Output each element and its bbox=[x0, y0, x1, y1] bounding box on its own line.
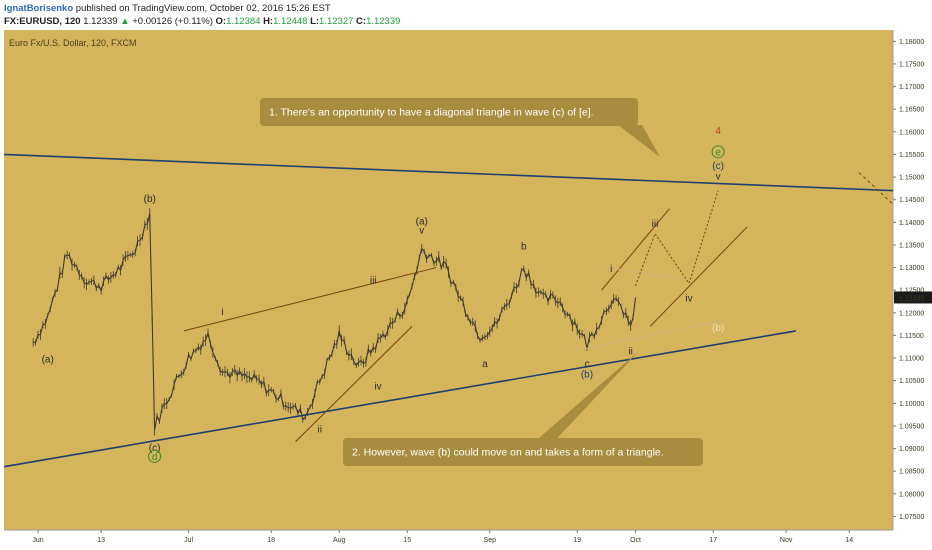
y-tick-label: 1.16000 bbox=[899, 129, 924, 136]
high-value: 1.12448 bbox=[273, 16, 308, 27]
channel-lower-2 bbox=[649, 226, 748, 327]
callout-2-text: 2. However, wave (b) could move on and t… bbox=[352, 447, 664, 459]
wave-label: v bbox=[716, 171, 721, 182]
x-tick-label: Oct bbox=[630, 537, 641, 544]
x-tick-label: 19 bbox=[573, 537, 581, 544]
channel-lower-1 bbox=[295, 326, 413, 443]
published-text: published on TradingView.com, October 02… bbox=[75, 3, 331, 14]
y-tick-label: 1.13000 bbox=[899, 265, 924, 272]
price-line bbox=[33, 213, 637, 431]
projected-wave-path bbox=[635, 190, 719, 286]
wave-label: c bbox=[584, 359, 589, 370]
symbol-label: FX:EURUSD, 120 bbox=[4, 16, 81, 27]
wave-label: 4 bbox=[715, 126, 721, 137]
y-tick-label: 1.15000 bbox=[899, 175, 924, 182]
close-value: 1.12339 bbox=[366, 16, 401, 27]
wave-label: ii bbox=[318, 425, 322, 436]
wave-label: (b) bbox=[581, 370, 593, 381]
header-line-2: FX:EURUSD, 120 1.12339 ▲ +0.00126 (+0.11… bbox=[4, 16, 400, 27]
y-tick-label: 1.09500 bbox=[899, 423, 924, 430]
wave-label: i bbox=[610, 264, 612, 275]
wave-label: ii bbox=[628, 346, 632, 357]
wave-label: (c) bbox=[149, 443, 161, 454]
projection-dashed-right bbox=[858, 172, 894, 205]
x-tick-label: Jun bbox=[32, 537, 43, 544]
wave-label: e bbox=[715, 147, 721, 158]
high-label: H: bbox=[263, 16, 274, 27]
triangle-guide-lower bbox=[572, 319, 728, 352]
x-tick-label: Aug bbox=[333, 537, 346, 544]
x-tick-label: 14 bbox=[845, 537, 853, 544]
wave-label-circle bbox=[148, 449, 162, 463]
x-tick-label: 15 bbox=[403, 537, 411, 544]
y-tick-label: 1.10500 bbox=[899, 378, 924, 385]
wave-label: iv bbox=[374, 382, 381, 393]
wave-label: a bbox=[482, 359, 488, 370]
wave-label: iii bbox=[370, 275, 377, 286]
y-tick-label: 1.10000 bbox=[899, 401, 924, 408]
callout-1-pointer bbox=[618, 125, 660, 157]
y-tick-label: 1.07500 bbox=[899, 514, 924, 521]
x-tick-label: Jul bbox=[184, 537, 193, 544]
candles bbox=[32, 208, 637, 436]
y-tick-label: 1.17500 bbox=[899, 61, 924, 68]
channel-upper-1 bbox=[183, 267, 437, 332]
x-tick-label: 17 bbox=[709, 537, 717, 544]
time-scale-background bbox=[4, 530, 932, 550]
y-tick-label: 1.09000 bbox=[899, 446, 924, 453]
y-tick-label: 1.14000 bbox=[899, 220, 924, 227]
low-label: L: bbox=[310, 16, 320, 27]
change-arrow-icon: ▲ bbox=[120, 16, 130, 27]
last-price: 1.12339 bbox=[83, 16, 118, 27]
y-tick-label: 1.11000 bbox=[899, 356, 924, 363]
y-tick-label: 1.17000 bbox=[899, 84, 924, 91]
x-tick-label: Nov bbox=[780, 537, 793, 544]
callout-2-pointer bbox=[508, 350, 640, 465]
wave-label: iv bbox=[685, 293, 692, 304]
y-tick-label: 1.16500 bbox=[899, 107, 924, 114]
price-scale-background bbox=[893, 30, 932, 530]
x-tick-label: 18 bbox=[267, 537, 275, 544]
wave-label: (c) bbox=[712, 161, 724, 172]
callout-1 bbox=[260, 98, 638, 126]
x-tick-label: 13 bbox=[97, 537, 105, 544]
wave-label: d bbox=[152, 452, 158, 463]
change-value: +0.00126 (+0.11%) bbox=[132, 16, 213, 27]
y-tick-label: 1.08500 bbox=[899, 469, 924, 476]
y-tick-label: 1.12000 bbox=[899, 310, 924, 317]
wave-label-circle bbox=[711, 145, 725, 159]
low-value: 1.12327 bbox=[319, 16, 354, 27]
y-tick-label: 1.12500 bbox=[899, 288, 924, 295]
lower-trendline bbox=[3, 330, 796, 468]
wave-label: (b) bbox=[712, 323, 724, 334]
x-tick-label: Sep bbox=[484, 537, 497, 544]
last-price-tag bbox=[894, 291, 932, 304]
y-tick-label: 1.08000 bbox=[899, 491, 924, 498]
close-label: C: bbox=[356, 16, 367, 27]
last-price-tag-label: 1.12339 bbox=[899, 295, 924, 302]
wave-label: i bbox=[221, 307, 223, 318]
y-tick-label: 1.18000 bbox=[899, 39, 924, 46]
y-tick-label: 1.13500 bbox=[899, 242, 924, 249]
wave-label: b bbox=[521, 241, 527, 252]
header-line-1: IgnatBorisenko published on TradingView.… bbox=[4, 3, 331, 14]
wave-label: (b) bbox=[144, 194, 156, 205]
channel-upper-2 bbox=[601, 208, 670, 291]
chart-title: Euro Fx/U.S. Dollar, 120, FXCM bbox=[9, 38, 137, 48]
y-tick-label: 1.15500 bbox=[899, 152, 924, 159]
wave-label: iii bbox=[652, 219, 659, 230]
upper-trendline bbox=[3, 153, 894, 192]
wave-label: (a) bbox=[416, 217, 428, 228]
y-tick-label: 1.14500 bbox=[899, 197, 924, 204]
callout-1-text: 1. There's an opportunity to have a diag… bbox=[269, 107, 594, 119]
wave-label: v bbox=[419, 226, 424, 237]
open-label: O: bbox=[215, 16, 227, 27]
wave-label: (a) bbox=[42, 355, 54, 366]
open-value: 1.12384 bbox=[226, 16, 261, 27]
author-link[interactable]: IgnatBorisenko bbox=[4, 3, 74, 14]
callout-2 bbox=[343, 438, 703, 466]
y-tick-label: 1.11500 bbox=[899, 333, 924, 340]
